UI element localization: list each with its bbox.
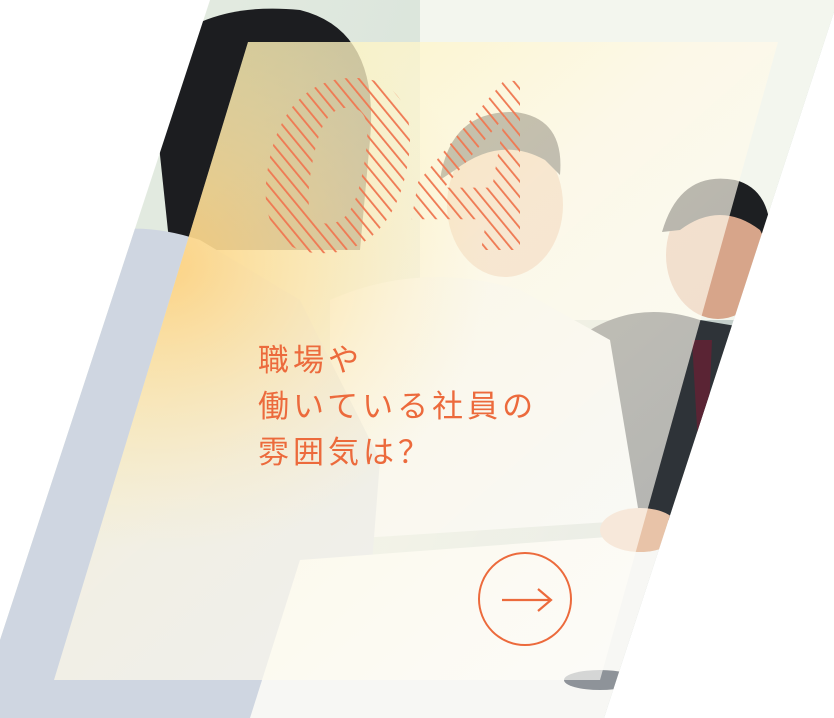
- question-title-line-2: 働いている社員の: [258, 389, 538, 425]
- question-number: 04: [250, 70, 520, 260]
- question-title-line-3: 雰囲気は？: [258, 435, 433, 471]
- question-number-text: 04: [250, 70, 520, 260]
- question-title: 職場や 働いている社員の 雰囲気は？: [258, 338, 537, 476]
- next-arrow-button[interactable]: [478, 552, 572, 646]
- arrow-right-icon: [502, 588, 553, 612]
- question-title-line-1: 職場や: [258, 343, 363, 379]
